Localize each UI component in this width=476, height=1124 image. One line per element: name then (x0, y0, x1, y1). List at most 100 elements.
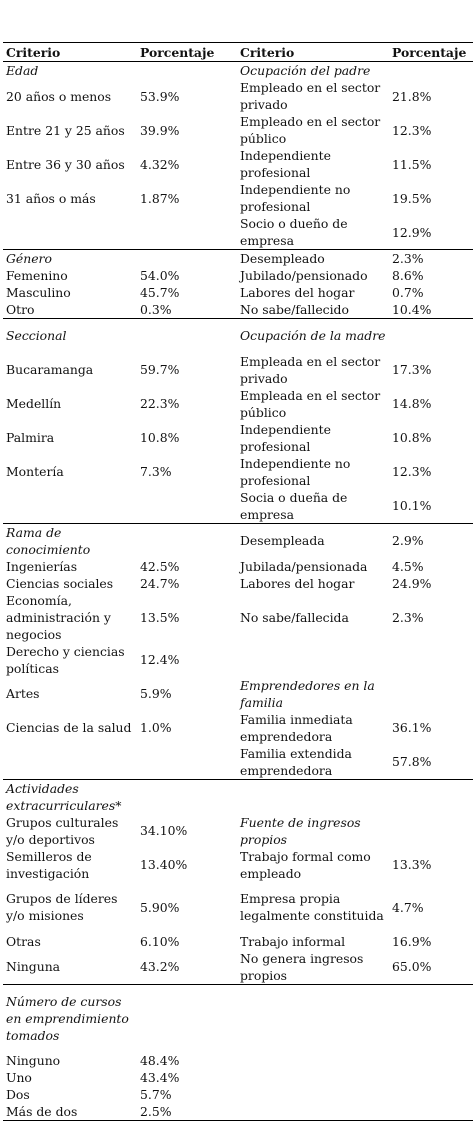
table-row: Más de dos 2.5% (3, 1103, 473, 1121)
left-percentage-cell (137, 983, 237, 1052)
table-row: Otro 0.3% No sabe/fallecido 10.4% (3, 301, 473, 319)
right-criterion-cell: No genera ingresos propios (240, 950, 364, 983)
table-row: Edad Ocupación del padre (3, 62, 473, 80)
left-criterion-cell: Grupos culturales y/o deportivos (6, 814, 119, 847)
right-criterion-cell: Jubilado/pensionado (240, 268, 368, 283)
table-row: Semilleros de investigación 13.40% Trabajo… (3, 848, 473, 882)
right-criterion-cell: Empleada en el sector privado (240, 353, 381, 386)
left-percentage-cell (137, 62, 237, 80)
left-criterion-cell (3, 745, 137, 780)
left-percentage-cell: 5.9% (140, 686, 172, 701)
right-criterion-cell (237, 983, 389, 1052)
left-criterion-cell: Dos (6, 1087, 30, 1102)
right-percentage-cell (389, 814, 473, 848)
table-row: Medellín 22.3% Empleada en el sector públi… (3, 387, 473, 421)
left-percentage-cell: 43.4% (140, 1070, 180, 1085)
table-row: Ingenierías 42.5% Jubilada/pensionada 4.5% (3, 558, 473, 575)
left-percentage-cell: 12.4% (140, 652, 180, 667)
left-criterion-cell: Masculino (6, 285, 71, 300)
table-row: Dos 5.7% (3, 1086, 473, 1103)
right-criterion-cell: Familia inmediata emprendedora (240, 711, 353, 744)
left-criterion-cell: Economía, administración y negocios (6, 592, 111, 642)
table-row: Ciencias sociales 24.7% Labores del hogar 2… (3, 575, 473, 592)
left-criterion-cell: Ninguno (6, 1053, 61, 1068)
right-criterion-cell: Labores del hogar (240, 575, 355, 591)
right-criterion-cell: Empleado en el sector público (240, 114, 381, 146)
table-row: Palmira 10.8% Independiente profesional 10.… (3, 421, 473, 455)
table-row: Rama de conocimiento Desempleada 2.9% (3, 522, 473, 558)
left-criterion-cell: Actividades extracurriculares* (3, 778, 137, 814)
left-percentage-cell (137, 778, 237, 814)
left-criterion-cell (3, 215, 137, 250)
table-row: Socia o dueña de empresa 10.1% (3, 489, 473, 524)
left-percentage-cell: 13.40% (140, 857, 188, 872)
table-row: Uno 43.4% (3, 1069, 473, 1086)
right-percentage-cell: 57.8% (392, 754, 432, 769)
right-criterion-cell: Socio o dueño de empresa (240, 216, 348, 248)
left-percentage-cell: 22.3% (140, 396, 180, 411)
left-percentage-cell: 4.32% (140, 156, 180, 172)
right-percentage-cell: 8.6% (392, 268, 424, 283)
right-criterion-cell: Independiente no profesional (240, 455, 351, 488)
header-porcentaje-left: Porcentaje (137, 42, 237, 62)
left-criterion-cell: Ciencias de la salud (6, 720, 132, 735)
right-percentage-cell: 0.7% (392, 285, 424, 300)
left-percentage-cell: 59.7% (140, 362, 180, 377)
right-percentage-cell (389, 1069, 473, 1086)
left-criterion-cell: Rama de conocimiento (3, 522, 137, 558)
right-percentage-cell: 12.3% (392, 464, 432, 479)
left-percentage-cell: 1.87% (140, 190, 180, 206)
right-percentage-cell: 12.9% (392, 224, 432, 240)
table-row: Grupos de líderes y/o misiones 5.90% Empre… (3, 882, 473, 933)
left-criterion-cell: Seccional (3, 318, 137, 353)
right-criterion-cell: Ocupación de la madre (237, 318, 389, 353)
table-row: Género Desempleado 2.3% (3, 249, 473, 267)
right-percentage-cell (389, 318, 473, 353)
left-criterion-cell: Bucaramanga (6, 362, 94, 377)
left-percentage-cell (137, 249, 237, 267)
left-percentage-cell: 5.7% (140, 1087, 172, 1102)
right-criterion-cell: Familia extendida emprendedora (240, 745, 352, 778)
left-criterion-cell: Ingenierías (6, 558, 78, 574)
table-row: Seccional Ocupación de la madre (3, 318, 473, 353)
right-criterion-cell: Fuente de ingresos propios (240, 814, 361, 847)
right-percentage-cell: 17.3% (392, 362, 432, 377)
right-criterion-cell: Jubilada/pensionada (240, 558, 368, 574)
header-row: Criterio Porcentaje Criterio Porcentaje (3, 42, 473, 62)
left-percentage-cell: 48.4% (140, 1053, 180, 1068)
right-percentage-cell: 4.5% (392, 558, 424, 574)
right-criterion-cell: Empleada en el sector público (240, 387, 381, 420)
left-criterion-cell: Entre 36 y 30 años (6, 156, 125, 172)
left-percentage-cell (137, 522, 237, 558)
left-criterion-cell: 31 años o más (6, 190, 96, 206)
table-body: Edad Ocupación del padre 20 años o menos 53… (3, 62, 473, 1121)
right-percentage-cell (389, 1052, 473, 1069)
left-percentage-cell: 6.10% (140, 933, 180, 949)
left-percentage-cell: 1.0% (140, 720, 172, 735)
left-criterion-cell: Semilleros de investigación (6, 848, 92, 881)
table-row: Montería 7.3% Independiente no profesional… (3, 455, 473, 489)
table-row: Ciencias de la salud 1.0% Familia inmediat… (3, 711, 473, 745)
right-criterion-cell: Trabajo formal como empleado (240, 848, 371, 881)
right-percentage-cell: 11.5% (392, 156, 432, 172)
right-criterion-cell (237, 1069, 389, 1086)
table-row: Familia extendida emprendedora 57.8% (3, 745, 473, 780)
right-percentage-cell: 13.3% (392, 857, 432, 872)
left-percentage-cell: 39.9% (140, 122, 180, 138)
right-percentage-cell: 16.9% (392, 933, 432, 949)
right-percentage-cell: 2.9% (389, 522, 473, 558)
table-row: Ninguna 43.2% No genera ingresos propios 65… (3, 950, 473, 985)
table-row: Bucaramanga 59.7% Empleada en el sector pr… (3, 353, 473, 387)
right-percentage-cell: 10.8% (392, 430, 432, 445)
table-row: Socio o dueño de empresa 12.9% (3, 215, 473, 250)
left-criterion-cell: Femenino (6, 268, 68, 283)
table-row: Masculino 45.7% Labores del hogar 0.7% (3, 284, 473, 301)
left-criterion-cell: Más de dos (3, 1103, 137, 1121)
table-row: Femenino 54.0% Jubilado/pensionado 8.6% (3, 267, 473, 284)
right-percentage-cell (389, 643, 473, 677)
left-criterion-cell: Ciencias sociales (6, 575, 114, 591)
table-row: Grupos culturales y/o deportivos 34.10% Fu… (3, 814, 473, 848)
left-criterion-cell: Montería (6, 464, 64, 479)
left-percentage-cell: 54.0% (140, 268, 180, 283)
left-criterion-cell: Género (3, 249, 137, 267)
